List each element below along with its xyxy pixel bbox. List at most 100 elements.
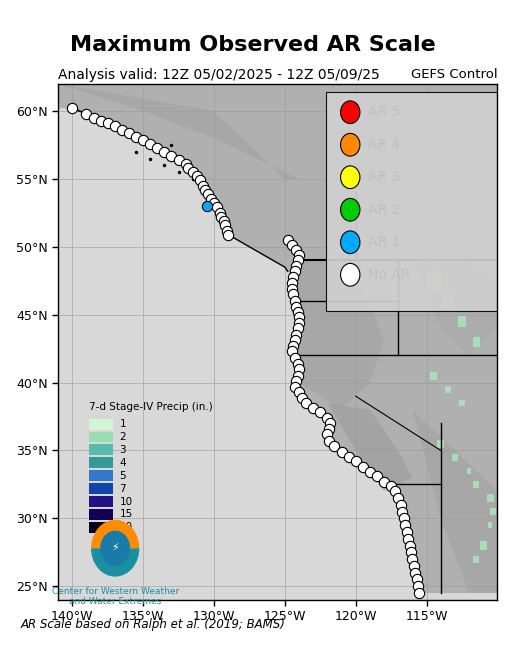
Point	[291, 296, 299, 306]
Bar	[445, 386, 450, 393]
Point	[198, 181, 207, 191]
Point	[411, 568, 419, 578]
Point	[182, 159, 190, 169]
Point	[221, 220, 229, 230]
Point	[111, 121, 119, 131]
Bar	[89, 444, 113, 455]
Point	[291, 335, 299, 346]
Bar	[89, 457, 113, 468]
Point	[391, 486, 399, 497]
Bar	[442, 294, 453, 308]
Point	[380, 477, 388, 487]
Bar	[89, 509, 113, 520]
Text: GEFS Control: GEFS Control	[411, 68, 497, 81]
Circle shape	[100, 531, 130, 566]
Point	[337, 447, 345, 457]
Point	[325, 436, 333, 446]
Point	[146, 139, 154, 149]
Bar	[89, 432, 113, 442]
Text: 7: 7	[120, 484, 126, 493]
Bar	[473, 481, 479, 488]
Point	[292, 244, 300, 255]
Point	[407, 547, 415, 557]
Point	[293, 371, 301, 381]
Text: 10: 10	[120, 497, 133, 506]
Point	[414, 581, 422, 591]
Point	[295, 318, 303, 328]
Bar	[89, 470, 113, 481]
Point	[288, 241, 296, 251]
Point	[153, 143, 161, 153]
Text: 4: 4	[120, 458, 126, 468]
Circle shape	[340, 166, 360, 188]
Text: No AR: No AR	[368, 268, 410, 282]
Point	[330, 441, 338, 451]
Circle shape	[340, 199, 360, 221]
Point	[68, 103, 76, 114]
Text: 7-d Stage-IV Precip (in.): 7-d Stage-IV Precip (in.)	[89, 401, 213, 412]
Polygon shape	[58, 84, 299, 179]
Point	[295, 364, 303, 374]
Bar	[490, 508, 496, 515]
Polygon shape	[292, 261, 384, 410]
Bar	[427, 270, 441, 291]
Point	[289, 341, 297, 351]
Text: 1: 1	[120, 419, 126, 429]
Point	[96, 115, 105, 126]
Point	[217, 212, 225, 222]
Polygon shape	[327, 403, 413, 491]
Point	[204, 189, 212, 199]
Point	[125, 128, 133, 138]
Point	[413, 574, 421, 584]
Bar	[459, 399, 465, 406]
Point	[387, 481, 395, 491]
Text: AR Scale based on Ralph et al. (2019; BAMS): AR Scale based on Ralph et al. (2019; BA…	[20, 618, 285, 631]
Bar	[437, 440, 444, 448]
Point	[400, 513, 408, 524]
Polygon shape	[413, 410, 497, 593]
Bar	[458, 316, 466, 327]
Point	[406, 541, 414, 551]
Text: AR 2: AR 2	[368, 203, 400, 217]
Point	[220, 216, 228, 226]
Point	[291, 266, 299, 277]
Circle shape	[340, 101, 360, 124]
Point	[288, 346, 296, 357]
Point	[293, 307, 301, 317]
Point	[316, 407, 324, 417]
Point	[295, 250, 303, 260]
Point	[359, 462, 367, 472]
Bar	[473, 556, 479, 562]
Point	[394, 493, 402, 503]
Point	[189, 167, 197, 177]
Text: Maximum Observed AR Scale: Maximum Observed AR Scale	[70, 35, 435, 55]
Point	[323, 413, 331, 423]
Bar	[480, 541, 487, 550]
Point	[175, 155, 183, 165]
Text: 5: 5	[120, 471, 126, 481]
Point	[207, 194, 215, 204]
Text: 20: 20	[120, 522, 133, 532]
Point	[397, 500, 405, 510]
Point	[201, 184, 210, 195]
Point	[309, 403, 317, 413]
Point	[132, 132, 140, 142]
Bar	[452, 454, 458, 461]
Point	[224, 230, 232, 240]
Point	[160, 146, 168, 157]
Point	[292, 330, 300, 340]
Bar	[89, 483, 113, 494]
Point	[288, 278, 296, 288]
Polygon shape	[413, 261, 497, 355]
Bar	[89, 496, 113, 507]
Bar	[487, 494, 494, 502]
Point	[213, 203, 221, 213]
Wedge shape	[91, 520, 139, 548]
Text: Center for Western Weather
and Water Extremes: Center for Western Weather and Water Ext…	[52, 587, 179, 606]
FancyBboxPatch shape	[326, 92, 499, 311]
Text: 3: 3	[120, 445, 126, 455]
Text: 15: 15	[120, 510, 133, 519]
Circle shape	[340, 263, 360, 286]
Point	[284, 235, 292, 245]
Point	[404, 533, 412, 544]
